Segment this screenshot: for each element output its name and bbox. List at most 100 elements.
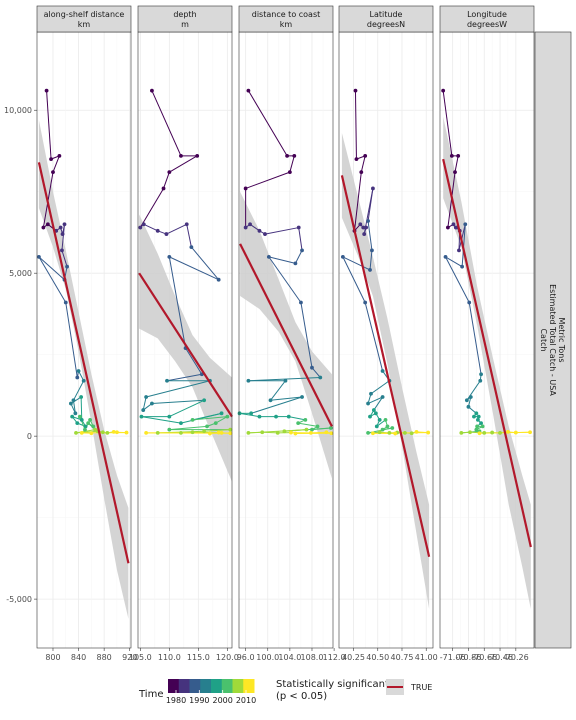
data-point: [370, 248, 374, 253]
x-tick-label: 110.0: [158, 653, 181, 662]
time-path-segment: [268, 256, 296, 264]
data-point: [366, 430, 370, 435]
time-path-segment: [247, 90, 288, 157]
x-tick-label: 41.00: [415, 653, 438, 662]
data-point: [374, 424, 379, 429]
data-point: [73, 411, 78, 416]
time-path-segment: [142, 396, 147, 411]
facet-label-line-2: degreesN: [367, 20, 405, 29]
data-point: [475, 424, 480, 429]
x-tick-label: -71.06: [440, 653, 466, 662]
trend-line: [239, 243, 333, 427]
data-point: [464, 398, 469, 403]
data-point: [91, 424, 96, 429]
time-path-segment: [298, 422, 318, 427]
data-point: [208, 431, 212, 436]
y-tick-label: -5,000: [6, 595, 32, 604]
data-point: [189, 245, 194, 250]
time-path-segment: [151, 90, 182, 157]
facet-label-line-2: km: [78, 20, 91, 29]
data-point: [310, 365, 314, 370]
data-point: [479, 421, 483, 426]
data-point: [155, 228, 160, 233]
data-point: [190, 430, 195, 435]
data-point: [49, 157, 53, 162]
data-point: [124, 430, 129, 435]
data-point: [60, 232, 65, 236]
facet-strip: [338, 5, 434, 33]
data-point: [482, 430, 487, 435]
confidence-ribbon: [341, 133, 430, 609]
time-path-segment: [364, 302, 384, 372]
data-point: [202, 398, 207, 403]
trend-line: [138, 272, 233, 418]
data-point: [138, 225, 143, 230]
data-point: [275, 430, 280, 435]
data-point: [353, 88, 358, 93]
data-point: [449, 153, 454, 158]
data-point: [89, 431, 94, 436]
data-point: [202, 429, 207, 434]
time-path-segment: [239, 412, 260, 418]
data-point: [81, 378, 86, 383]
data-point: [467, 300, 472, 305]
data-point: [274, 414, 278, 419]
data-point: [474, 427, 479, 432]
data-point: [260, 430, 265, 435]
trend-line: [340, 175, 431, 557]
data-point: [111, 430, 116, 434]
data-point: [74, 430, 78, 435]
time-path-segment: [168, 256, 187, 349]
data-point: [383, 417, 388, 422]
time-path-segment: [185, 347, 203, 375]
time-path-segment: [141, 416, 182, 424]
colorbar-segment: [211, 679, 223, 693]
facet-label-line-1: Latitude: [370, 10, 403, 19]
data-point: [79, 430, 84, 435]
data-point: [366, 219, 370, 223]
data-point: [358, 222, 363, 227]
data-point: [369, 391, 373, 396]
time-path-segment: [288, 416, 306, 421]
time-path-segment: [163, 171, 170, 189]
time-path-segment: [65, 302, 78, 378]
data-point: [179, 153, 183, 158]
data-point: [248, 222, 252, 227]
y-strip-line-3: Metric Tons: [557, 317, 566, 362]
data-point: [513, 430, 518, 435]
data-point: [506, 430, 510, 434]
data-point: [71, 398, 76, 403]
data-point: [366, 401, 370, 406]
time-path-segment: [215, 416, 228, 424]
data-point: [75, 421, 80, 426]
data-point: [445, 225, 450, 230]
colorbar-tick-label: 2010: [236, 696, 256, 705]
time-path-segment: [190, 246, 220, 281]
data-point: [466, 404, 471, 409]
data-point: [79, 395, 84, 399]
data-point: [329, 431, 334, 436]
time-path-segment: [367, 188, 374, 222]
data-point: [76, 369, 81, 373]
time-path-segment: [249, 223, 260, 232]
data-point: [426, 430, 431, 435]
colorbar-tick-label: 1980: [166, 696, 186, 705]
x-tick-label: 100.0: [256, 653, 279, 662]
data-point: [354, 157, 359, 162]
colorbar-segment: [200, 679, 212, 693]
facet-label-line-1: distance to coast: [252, 10, 321, 19]
time-path-segment: [454, 155, 459, 173]
data-point: [246, 378, 251, 383]
time-path-segment: [75, 430, 98, 434]
data-point: [144, 395, 149, 399]
x-tick-label: 40.75: [391, 653, 414, 662]
data-point: [296, 421, 301, 426]
data-point: [37, 254, 41, 259]
data-point: [213, 421, 218, 426]
data-point: [459, 430, 464, 435]
data-point: [368, 414, 372, 419]
data-point: [286, 414, 291, 419]
data-point: [41, 225, 46, 230]
data-point: [282, 429, 287, 434]
